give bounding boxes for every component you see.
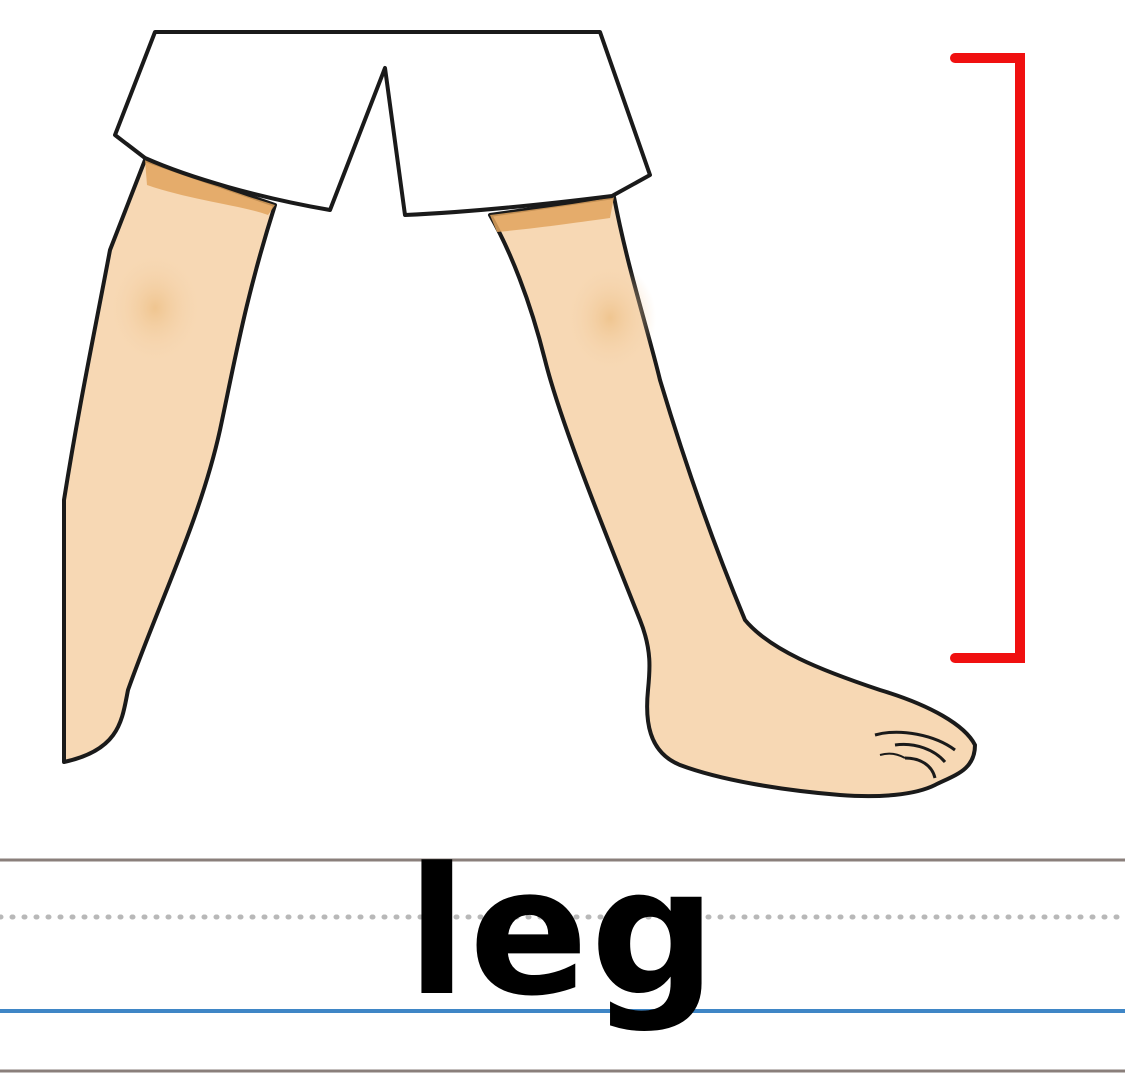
handwriting-lines <box>0 858 1125 1073</box>
shorts <box>113 30 652 217</box>
right-leg <box>488 195 977 799</box>
red-bracket-icon <box>950 53 1025 663</box>
word-label: leg <box>406 830 719 1035</box>
left-leg <box>62 158 277 764</box>
legs-illustration <box>62 30 1025 799</box>
